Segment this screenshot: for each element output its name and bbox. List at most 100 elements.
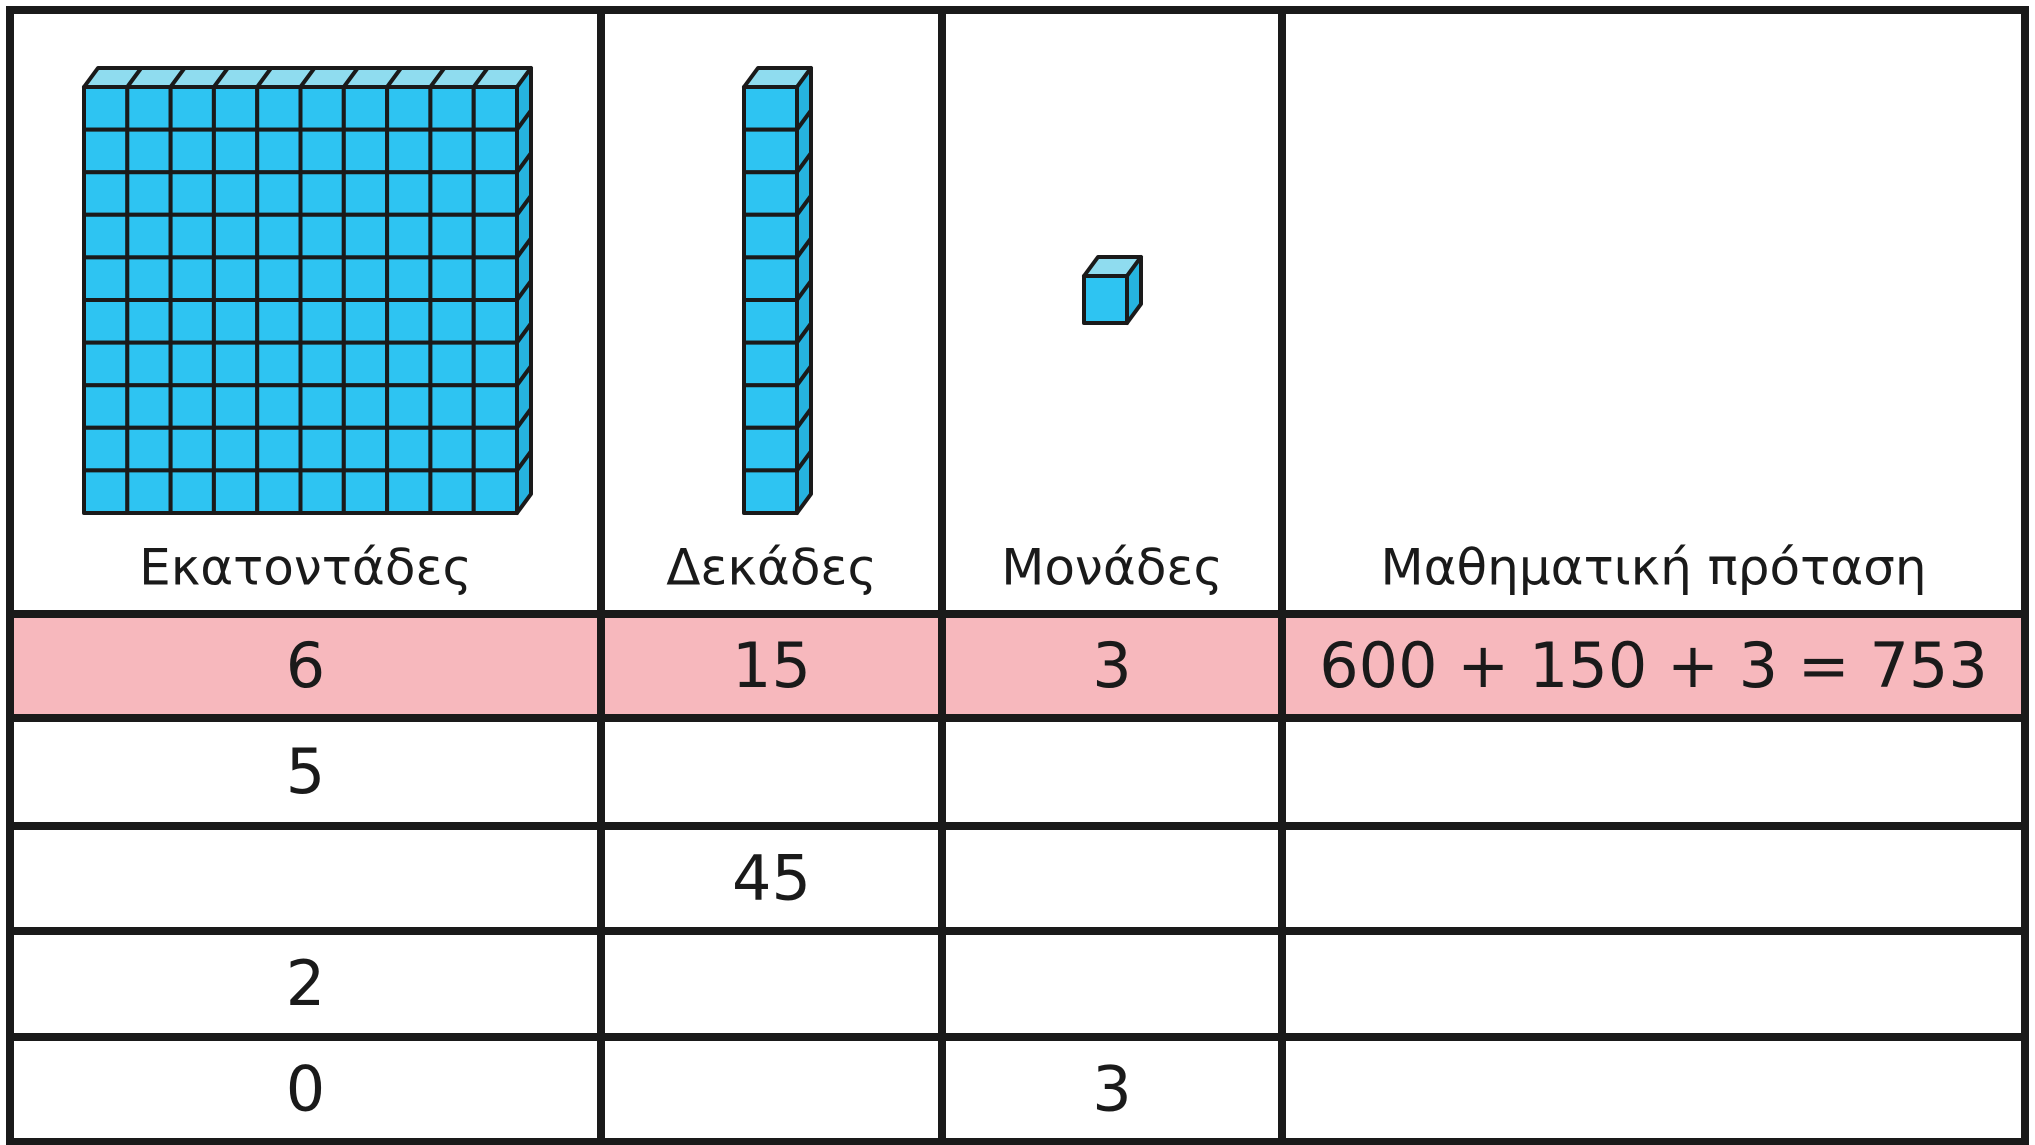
cell-value: 15 [732,629,811,702]
column-header: Δεκάδες [666,539,877,597]
block-cell [471,170,520,217]
block-cell [341,127,390,175]
block-cell [82,170,130,217]
table-grid [6,6,2029,1145]
block-cell [742,468,799,515]
cell-value: 0 [286,1053,325,1126]
block-cell [428,255,476,302]
block-cell [428,298,476,345]
block-cell [168,425,216,473]
cell-value: 5 [286,735,325,808]
block-cell [428,468,476,515]
base-ten-blocks [82,66,1143,515]
block-cell [82,468,130,515]
block-cell [471,85,520,132]
block-cell [341,255,390,302]
block-cell [471,468,520,515]
cell-value: 3 [1092,629,1131,702]
block-cell [125,383,173,430]
block-cell [385,425,433,473]
block-cell [341,212,390,260]
block-cell [168,170,216,217]
block-cell [742,170,799,217]
block-cell [471,212,520,260]
block-cell [298,212,346,260]
block-cell [742,425,799,473]
block-cell [125,298,173,345]
block-cell [255,127,303,175]
column-header: Μονάδες [1001,539,1223,597]
block-cell [298,255,346,302]
block-cell [168,298,216,345]
block-cell [298,425,346,473]
cell-value: 600 + 150 + 3 = 753 [1319,629,1988,702]
block-cell [255,212,303,260]
block-cell [125,425,173,473]
block-cell [168,255,216,302]
block-cell [742,298,799,345]
column-header: Μαθηματική πρόταση [1380,539,1926,597]
block-cell [428,170,476,217]
block-cell [742,85,799,132]
block-cell [471,383,520,430]
block-cell [211,85,260,132]
block-cell [341,425,390,473]
block-cell [82,425,130,473]
block-cell [255,383,303,430]
block-cell [742,255,799,302]
block-cell [428,340,476,388]
cell-value: 3 [1092,1053,1131,1126]
block-cell [385,298,433,345]
block-cell [211,127,260,175]
block-cell [125,340,173,388]
cell-value: 45 [732,842,811,915]
block-cell [168,127,216,175]
block [742,66,813,515]
block-cell [1082,274,1129,325]
block-cell [255,255,303,302]
block-cell [341,340,390,388]
block-cell [298,170,346,217]
block-cell [211,425,260,473]
block-cell [255,425,303,473]
block-cell [125,170,173,217]
column-header: Εκατοντάδες [139,539,472,597]
block-cell [471,425,520,473]
block-cell [168,383,216,430]
block [82,66,533,515]
block-cell [211,298,260,345]
block-cell [298,127,346,175]
block-cell [211,468,260,515]
block-cell [125,212,173,260]
block-cell [211,255,260,302]
block-cell [341,468,390,515]
block-cell [742,127,799,175]
block-cell [168,340,216,388]
block-cell [385,212,433,260]
table-text: Εκατοντάδες Δεκάδες Μονάδες Μαθηματική πρότ… [139,539,1988,1126]
block-cell [255,340,303,388]
block-cell [125,255,173,302]
block-cell [211,212,260,260]
block-cell [742,212,799,260]
block-cell [82,255,130,302]
block-cell [341,298,390,345]
block-cell [471,127,520,175]
block-cell [385,255,433,302]
block-cell [82,383,130,430]
block-cell [385,170,433,217]
highlight-row [10,614,2025,718]
block-cell [168,468,216,515]
block-cell [428,127,476,175]
block-cell [298,298,346,345]
block-cell [385,468,433,515]
block-cell [82,340,130,388]
block-cell [255,298,303,345]
block [1082,255,1143,325]
block-cell [742,340,799,388]
block-cell [428,383,476,430]
block-cell [211,383,260,430]
block-cell [298,340,346,388]
cell-value: 6 [286,629,325,702]
